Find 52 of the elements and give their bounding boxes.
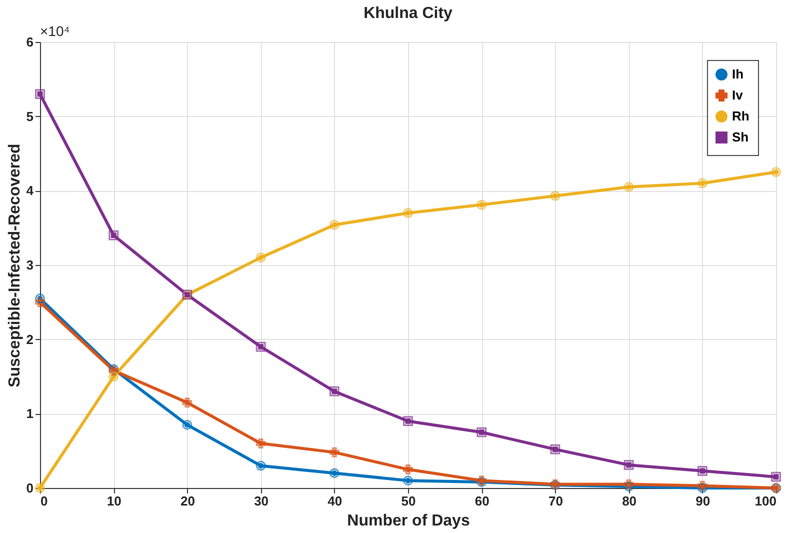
point [256,438,266,448]
point [403,416,413,426]
legend-label: Iv [732,88,744,102]
point [697,178,708,188]
y-tick-label: 3 [26,258,34,272]
x-tick-label: 30 [254,494,269,508]
x-tick-label: 60 [474,494,490,508]
point [403,464,413,474]
point [329,447,340,458]
point [771,167,781,178]
x-tick-label: 10 [106,494,122,508]
legend-label: Ih [732,66,744,82]
y-tick-label: 1 [26,406,34,422]
x-axis-title: Number of Days [347,512,470,530]
x-tick-label: 80 [622,494,637,508]
x-tick-label: 100 [754,494,776,508]
chart-title: Khulna City [364,5,453,22]
point [182,398,192,408]
point [108,230,119,240]
point [108,372,119,382]
x-tick-label: 40 [328,494,342,508]
x-tick-label: 90 [696,494,710,508]
x-tick-label: 70 [548,494,563,508]
point [624,182,634,192]
point [697,466,708,476]
y-axis-title: Susceptible-Infected-Recovered [6,144,24,388]
x-tick-label: 0 [40,494,48,508]
point [550,190,560,201]
y-tick-label: 4 [26,183,34,198]
x-tick-label: 20 [180,494,195,508]
point [476,200,487,210]
point [550,444,560,454]
legend-label: Rh [732,108,750,124]
y-tick-label: 2 [26,332,34,347]
y-tick-label: 6 [26,34,34,50]
point [476,427,487,438]
text: ×10⁴ [40,23,70,39]
point [624,479,634,490]
point [697,480,708,491]
point [771,472,781,482]
y-tick-label: 0 [26,480,34,496]
point [256,342,266,352]
point [256,252,266,262]
point [624,460,634,470]
point [256,460,266,471]
x-tick-label: 50 [401,494,416,508]
point [329,468,340,478]
legend-label: Sh [732,130,749,144]
point [329,220,340,230]
y-tick-label: 5 [26,108,34,124]
point [329,386,340,396]
point [182,420,192,430]
